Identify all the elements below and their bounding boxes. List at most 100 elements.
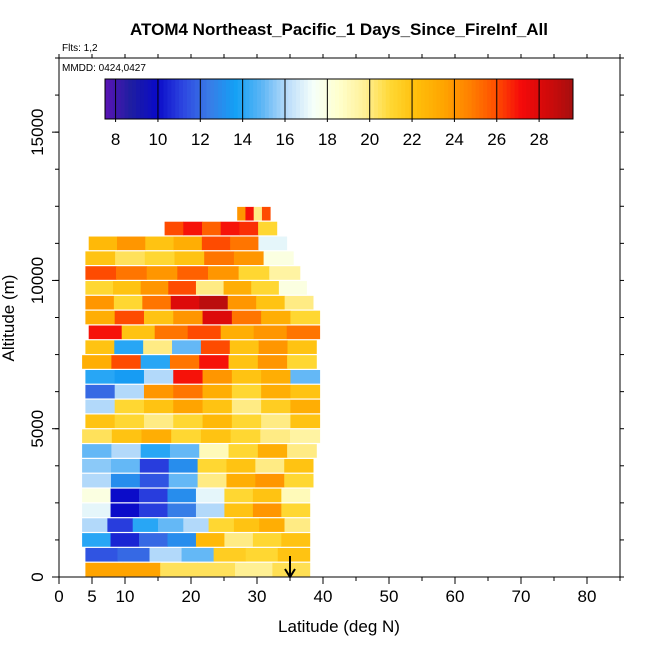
colorbar-segment xyxy=(257,79,262,119)
colorbar-segment xyxy=(518,79,523,119)
colorbar-segment xyxy=(339,79,344,119)
colorbar-segment xyxy=(417,79,422,119)
heat-cell xyxy=(235,562,273,577)
colorbar-segment xyxy=(253,79,258,119)
colorbar-tick-label: 8 xyxy=(111,130,120,149)
colorbar-segment xyxy=(491,79,496,119)
heat-cell xyxy=(202,221,222,236)
colorbar-tick-label: 12 xyxy=(191,130,210,149)
heat-cell xyxy=(85,547,118,562)
colorbar-frame xyxy=(104,78,574,120)
heat-cell xyxy=(82,444,112,458)
heat-cell xyxy=(231,384,262,399)
colorbar-segment xyxy=(206,79,211,119)
heat-cell xyxy=(117,547,150,562)
heat-cell xyxy=(286,325,321,340)
heat-cell xyxy=(226,473,256,488)
heat-cell xyxy=(231,399,262,414)
heat-cell xyxy=(85,266,117,280)
heat-cell xyxy=(226,458,256,473)
heat-cell xyxy=(143,399,174,414)
heat-cell xyxy=(173,399,203,414)
colorbar-segment xyxy=(350,79,356,119)
colorbar-segment xyxy=(522,79,527,119)
heat-cell xyxy=(202,310,233,325)
colorbar-segment xyxy=(210,79,215,119)
heat-cell xyxy=(224,533,254,547)
heat-cell xyxy=(132,518,159,532)
heat-cell xyxy=(82,533,111,547)
colorbar-segment xyxy=(233,79,239,119)
x-tick-label: 60 xyxy=(446,587,465,606)
heat-cell xyxy=(167,533,197,547)
heat-cell xyxy=(195,533,225,547)
heat-cell xyxy=(140,281,169,295)
heat-cell xyxy=(255,458,285,473)
heat-cell xyxy=(85,295,115,310)
heat-cell xyxy=(111,355,142,369)
colorbar-segment xyxy=(335,79,340,119)
heat-cell xyxy=(116,236,146,251)
colorbar-segment xyxy=(159,79,164,119)
heat-cell xyxy=(168,281,197,295)
colorbar-segment xyxy=(331,79,336,119)
colorbar-segment xyxy=(549,79,554,119)
colorbar-segment xyxy=(463,79,469,119)
flights-label: Flts: 1,2 xyxy=(62,43,98,54)
heat-cell xyxy=(290,399,321,414)
colorbar-segment xyxy=(272,79,278,119)
heat-cell xyxy=(281,503,311,518)
heat-cell xyxy=(154,325,189,340)
heat-cell xyxy=(115,251,146,265)
colorbar-segment xyxy=(405,79,410,119)
colorbar-segment xyxy=(448,79,453,119)
x-tick-label: 40 xyxy=(314,587,333,606)
heat-cell xyxy=(173,370,203,384)
colorbar-segment xyxy=(163,79,168,119)
colorbar-tick-label: 24 xyxy=(445,130,464,149)
heat-cell xyxy=(258,340,288,354)
colorbar-segment xyxy=(288,79,293,119)
colorbar-segment xyxy=(132,79,137,119)
heat-cell xyxy=(233,251,264,265)
heat-cell xyxy=(85,340,115,354)
heat-cell xyxy=(200,429,231,443)
heat-cell xyxy=(164,221,184,236)
heat-cell xyxy=(224,488,254,503)
heat-cell xyxy=(259,518,285,532)
colorbar-segment xyxy=(354,79,359,119)
colorbar-tick-label: 20 xyxy=(360,130,379,149)
heat-cell xyxy=(261,310,291,325)
heat-cell xyxy=(139,533,168,547)
y-tick-label: 0 xyxy=(28,572,47,581)
x-tick-label: 80 xyxy=(578,587,597,606)
colorbar-segment xyxy=(171,79,176,119)
colorbar-segment xyxy=(506,79,512,119)
heat-cell xyxy=(199,355,229,369)
heat-cell xyxy=(197,458,227,473)
colorbar-segment xyxy=(241,79,246,119)
heat-cell xyxy=(173,414,203,429)
heat-cell xyxy=(197,562,236,577)
chart-title: ATOM4 Northeast_Pacific_1 Days_Since_Fir… xyxy=(130,20,548,39)
x-tick-label: 10 xyxy=(116,587,135,606)
colorbar-segment xyxy=(432,79,437,119)
heat-cell xyxy=(281,533,311,547)
colorbar-segment xyxy=(534,79,539,119)
heat-cell xyxy=(111,429,142,443)
heat-cell xyxy=(82,488,111,503)
heat-cell xyxy=(284,458,314,473)
colorbar-tick-label: 16 xyxy=(276,130,295,149)
heat-cell xyxy=(82,429,113,443)
heat-cell xyxy=(171,429,202,443)
heat-cell xyxy=(284,473,314,488)
colorbar-segment xyxy=(186,79,192,119)
heat-cell xyxy=(110,488,140,503)
heat-cell xyxy=(85,562,124,577)
colorbar-segment xyxy=(381,79,387,119)
colorbar-segment xyxy=(105,79,110,119)
colorbar-segment xyxy=(300,79,305,119)
heat-cell xyxy=(202,384,233,399)
heat-cell xyxy=(290,384,321,399)
colorbar-segment xyxy=(444,79,449,119)
